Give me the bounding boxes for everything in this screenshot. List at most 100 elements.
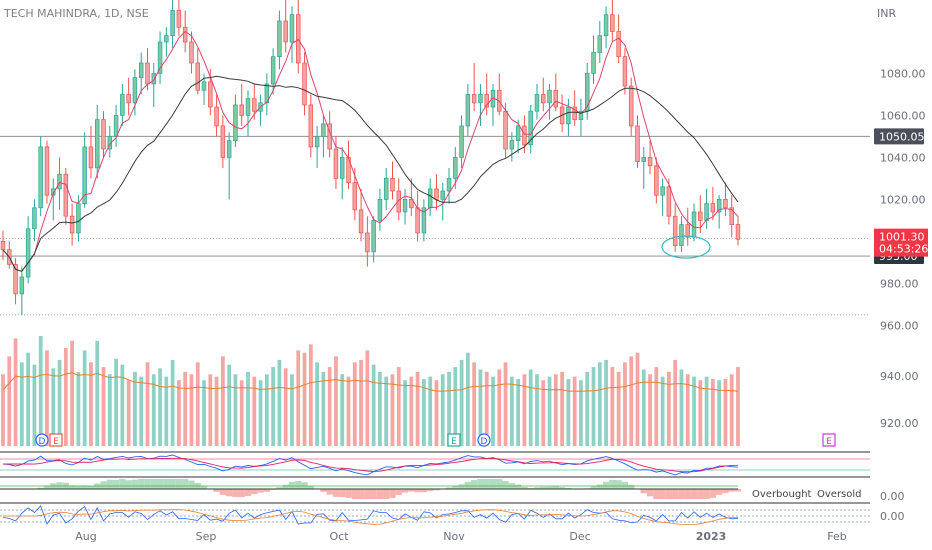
volume-bar — [635, 352, 640, 446]
candle — [547, 83, 552, 120]
histogram-bar — [276, 487, 283, 489]
event-marker-earnings-future[interactable]: E — [822, 433, 836, 447]
volume-bar — [95, 340, 100, 446]
volume-bar — [220, 356, 225, 446]
volume-bar — [434, 380, 439, 446]
level-high-tag-text: 1050.05 — [879, 130, 925, 143]
ma-fast-line — [2, 30, 739, 272]
candle-body — [679, 224, 684, 246]
axis-extra-label: 0.00 — [880, 510, 905, 523]
volume-bar — [560, 371, 564, 446]
candle-body — [666, 186, 672, 217]
volume-bar — [246, 371, 250, 446]
y-tick-label: 1020.00 — [880, 193, 926, 206]
candle-body — [151, 73, 157, 85]
candle-body — [377, 199, 383, 221]
candle-body — [0, 241, 6, 251]
candle — [434, 174, 439, 210]
rsi-line — [2, 505, 739, 525]
volume-bar — [164, 376, 169, 446]
volume-bar — [723, 379, 728, 446]
event-marker-earnings[interactable]: E — [49, 433, 63, 447]
candle-body — [723, 199, 728, 209]
price-panel — [0, 0, 741, 315]
event-marker-dividend[interactable]: D — [477, 433, 491, 447]
candle-body — [13, 264, 18, 295]
histogram-bar — [533, 487, 541, 489]
candle — [258, 94, 263, 126]
candle — [735, 216, 741, 246]
histogram-bar — [684, 489, 691, 499]
volume-bar — [704, 376, 709, 446]
volume-bar — [667, 371, 671, 446]
event-marker-dividend[interactable]: D — [35, 433, 49, 447]
candle — [289, 6, 295, 63]
candle — [698, 195, 703, 233]
histogram-bar — [697, 489, 704, 499]
volume-bar — [233, 374, 238, 446]
level-high-tag-bg — [874, 128, 924, 145]
candle — [195, 48, 200, 95]
candle — [666, 178, 672, 225]
candle — [490, 83, 496, 126]
volume-bar — [327, 367, 332, 446]
candle-body — [283, 20, 288, 43]
currency-label: INR — [877, 7, 896, 20]
candle — [459, 115, 464, 168]
candle-body — [534, 94, 540, 112]
candle-body — [38, 146, 43, 209]
histogram-bar — [389, 489, 396, 498]
volume-bar — [484, 371, 489, 446]
candle-body — [365, 232, 370, 253]
candle — [302, 52, 307, 116]
volume-bar — [13, 338, 18, 446]
histogram-bar — [477, 479, 484, 489]
histogram-bar — [565, 487, 572, 489]
volume-bar — [541, 380, 546, 446]
candle-body — [735, 224, 741, 240]
volume-bar — [139, 376, 144, 446]
candle-body — [176, 10, 182, 28]
histogram-bar — [213, 489, 220, 492]
candle — [427, 178, 433, 217]
histogram-bar — [376, 489, 384, 499]
histogram-bar — [483, 479, 490, 489]
candle — [277, 10, 282, 70]
volume-bar — [692, 376, 696, 446]
candle — [44, 140, 50, 204]
candle-body — [396, 190, 402, 213]
candle — [157, 31, 163, 84]
histogram-bar — [150, 479, 157, 489]
histogram-bar — [219, 489, 227, 495]
candle-body — [409, 199, 414, 209]
candle-body — [572, 106, 577, 120]
histogram-bar — [68, 485, 76, 489]
candle-body — [453, 157, 458, 179]
candle-body — [628, 85, 634, 127]
histogram-bar — [703, 489, 710, 499]
volume-bar — [158, 368, 162, 446]
histogram-bar — [395, 489, 402, 496]
histogram-bar — [307, 485, 314, 489]
candle-body — [182, 26, 188, 43]
histogram-bar — [182, 479, 189, 489]
candle-body — [239, 104, 244, 116]
volume-bar — [352, 362, 357, 446]
candle-body — [578, 110, 584, 120]
volume-bar — [396, 367, 401, 446]
axis-extra-label: 920.00 — [880, 417, 919, 430]
candle — [446, 167, 452, 204]
candle — [465, 83, 471, 137]
candle-body — [51, 188, 56, 196]
event-marker-earnings[interactable]: E — [447, 433, 461, 447]
candle — [283, 0, 288, 53]
candle-body — [195, 62, 200, 91]
volume-bar — [409, 376, 414, 446]
volume-bar — [717, 380, 722, 446]
histogram-bar — [602, 481, 610, 489]
candle-body — [289, 14, 295, 43]
candle-body — [654, 165, 659, 196]
volume-bar — [51, 368, 56, 446]
